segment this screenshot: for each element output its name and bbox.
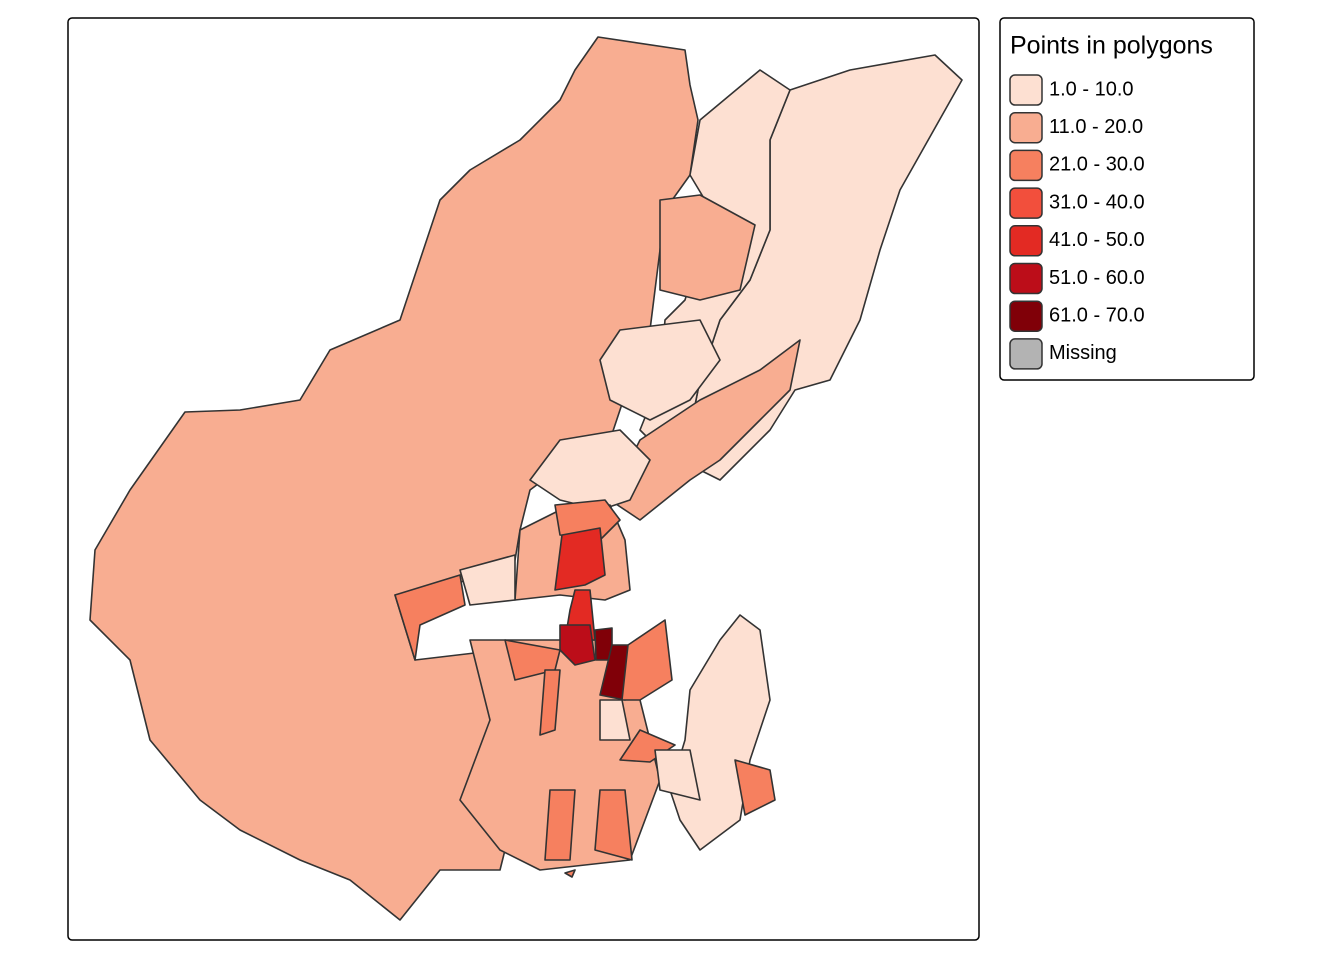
- region: [554, 499, 621, 541]
- legend-swatch: [1009, 74, 1043, 106]
- legend-label: 41.0 - 50.0: [1049, 229, 1145, 251]
- region: [599, 699, 631, 741]
- legend-swatch: [1009, 262, 1043, 295]
- legend-swatch: [1009, 338, 1043, 370]
- region: [539, 669, 561, 736]
- legend-label: 11.0 - 20.0: [1049, 116, 1143, 138]
- region: [394, 574, 466, 661]
- legend-label: 21.0 - 30.0: [1049, 154, 1145, 176]
- legend-swatch: [1009, 149, 1043, 182]
- region: [599, 319, 721, 421]
- region: [459, 554, 516, 606]
- region: [594, 789, 633, 861]
- legend-label: Missing: [1049, 342, 1117, 364]
- region: [559, 624, 596, 666]
- region: [564, 869, 576, 878]
- region: [621, 619, 673, 701]
- legend-label: 1.0 - 10.0: [1049, 78, 1134, 100]
- region: [654, 749, 701, 801]
- region: [554, 527, 606, 591]
- legend-swatch: [1009, 300, 1043, 332]
- region: [734, 759, 776, 816]
- legend: 1.0 - 10.0 11.0 - 20.0 21.0 - 30.0 31.0 - 4…: [1009, 74, 1145, 370]
- legend-swatch: [1009, 187, 1043, 219]
- region: [609, 339, 801, 521]
- region: [544, 789, 576, 861]
- legend-frame: [999, 17, 1255, 381]
- legend-title: Points in polygons: [1010, 32, 1213, 60]
- region: [529, 429, 651, 511]
- legend-label: 51.0 - 60.0: [1049, 267, 1145, 289]
- legend-swatch: [1009, 225, 1043, 257]
- legend-swatch: [1009, 111, 1043, 144]
- map: [89, 36, 963, 921]
- region: [659, 194, 756, 301]
- legend-label: 61.0 - 70.0: [1049, 304, 1145, 326]
- legend-label: 31.0 - 40.0: [1049, 191, 1145, 213]
